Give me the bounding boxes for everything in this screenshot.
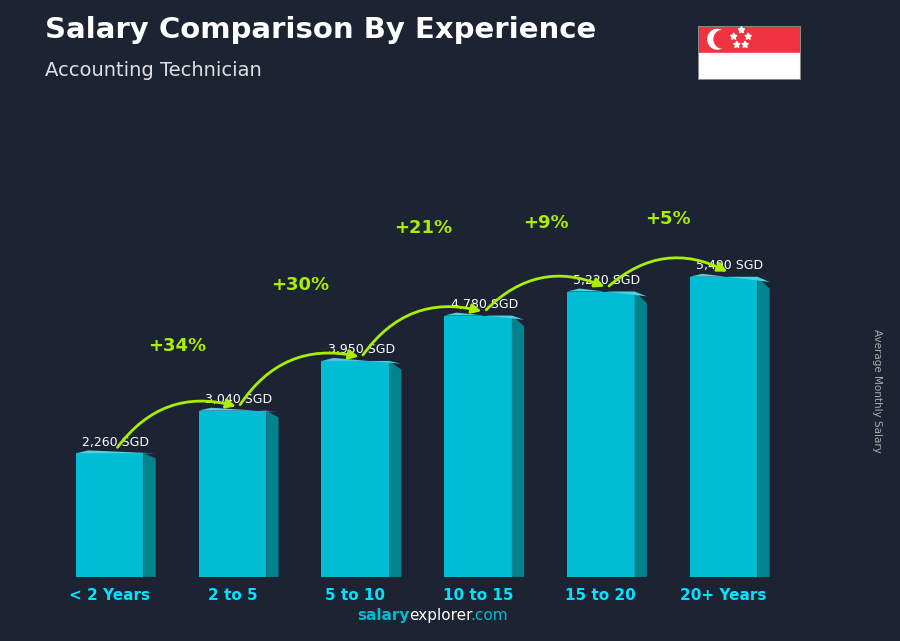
Text: +9%: +9% — [523, 214, 569, 232]
Polygon shape — [634, 292, 647, 577]
Polygon shape — [734, 41, 740, 47]
FancyArrowPatch shape — [486, 276, 601, 310]
Polygon shape — [512, 315, 524, 577]
Polygon shape — [445, 313, 524, 320]
Text: Average Monthly Salary: Average Monthly Salary — [872, 329, 883, 453]
Polygon shape — [738, 26, 744, 33]
Polygon shape — [567, 288, 647, 296]
FancyArrowPatch shape — [240, 351, 356, 404]
Text: +34%: +34% — [148, 337, 206, 355]
Polygon shape — [745, 33, 751, 39]
Polygon shape — [321, 358, 401, 363]
Text: 4,780 SGD: 4,780 SGD — [451, 298, 518, 311]
Text: explorer: explorer — [410, 608, 473, 623]
Polygon shape — [690, 274, 770, 282]
Polygon shape — [199, 408, 278, 412]
Text: 3,040 SGD: 3,040 SGD — [205, 393, 272, 406]
Text: +5%: +5% — [645, 210, 691, 228]
FancyBboxPatch shape — [567, 292, 634, 577]
FancyArrowPatch shape — [609, 258, 725, 286]
Text: .com: .com — [471, 608, 508, 623]
FancyBboxPatch shape — [199, 411, 266, 577]
Bar — [698, 26, 801, 53]
Polygon shape — [266, 411, 278, 577]
FancyBboxPatch shape — [321, 361, 389, 577]
Polygon shape — [714, 31, 730, 48]
FancyArrowPatch shape — [363, 304, 479, 355]
Text: +21%: +21% — [393, 219, 452, 237]
FancyBboxPatch shape — [76, 453, 143, 577]
Text: Accounting Technician: Accounting Technician — [45, 61, 262, 80]
Polygon shape — [389, 361, 401, 577]
Text: 2,260 SGD: 2,260 SGD — [82, 436, 149, 449]
FancyBboxPatch shape — [445, 315, 512, 577]
Text: 5,490 SGD: 5,490 SGD — [697, 259, 763, 272]
Text: 5,220 SGD: 5,220 SGD — [573, 274, 641, 287]
Polygon shape — [708, 29, 726, 49]
Bar — [698, 53, 801, 80]
Polygon shape — [76, 451, 156, 453]
Polygon shape — [758, 277, 770, 577]
Polygon shape — [143, 453, 156, 577]
Polygon shape — [731, 33, 737, 39]
FancyArrowPatch shape — [118, 400, 233, 447]
FancyBboxPatch shape — [690, 277, 758, 577]
Polygon shape — [742, 41, 748, 47]
Text: salary: salary — [357, 608, 410, 623]
Text: Salary Comparison By Experience: Salary Comparison By Experience — [45, 16, 596, 44]
Text: 3,950 SGD: 3,950 SGD — [328, 344, 395, 356]
Text: +30%: +30% — [271, 276, 329, 294]
